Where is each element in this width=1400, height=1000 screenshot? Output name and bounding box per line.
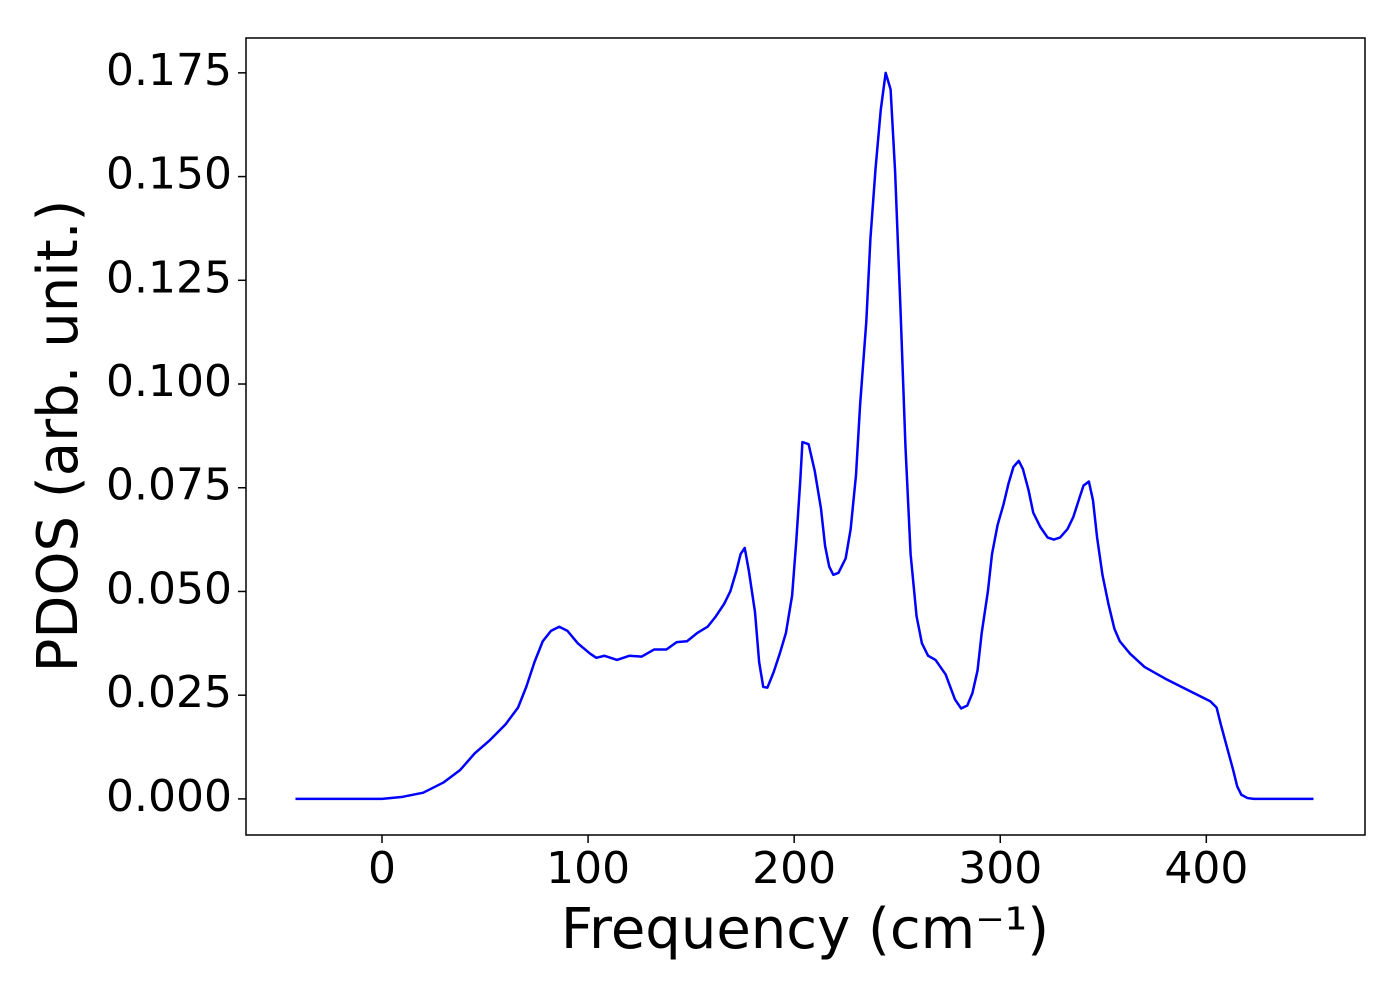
y-tick-label: 0.175 (106, 45, 232, 96)
x-axis-label: Frequency (cm⁻¹) (561, 897, 1049, 962)
y-tick-label: 0.025 (106, 667, 232, 718)
x-tick-label: 400 (1164, 843, 1248, 894)
y-tick-label: 0.050 (106, 563, 232, 614)
y-tick-label: 0.100 (106, 356, 232, 407)
y-tick-label: 0.075 (106, 460, 232, 511)
x-tick-label: 100 (546, 843, 630, 894)
data-line (295, 71, 1314, 801)
y-tick-label: 0.000 (106, 771, 232, 822)
plot-frame (245, 37, 1366, 836)
x-tick-label: 0 (368, 843, 396, 894)
y-axis-label: PDOS (arb. unit.) (26, 200, 91, 673)
y-tick-label: 0.150 (106, 149, 232, 200)
y-tick-label: 0.125 (106, 252, 232, 303)
x-tick-label: 300 (958, 843, 1042, 894)
x-tick-label: 200 (752, 843, 836, 894)
